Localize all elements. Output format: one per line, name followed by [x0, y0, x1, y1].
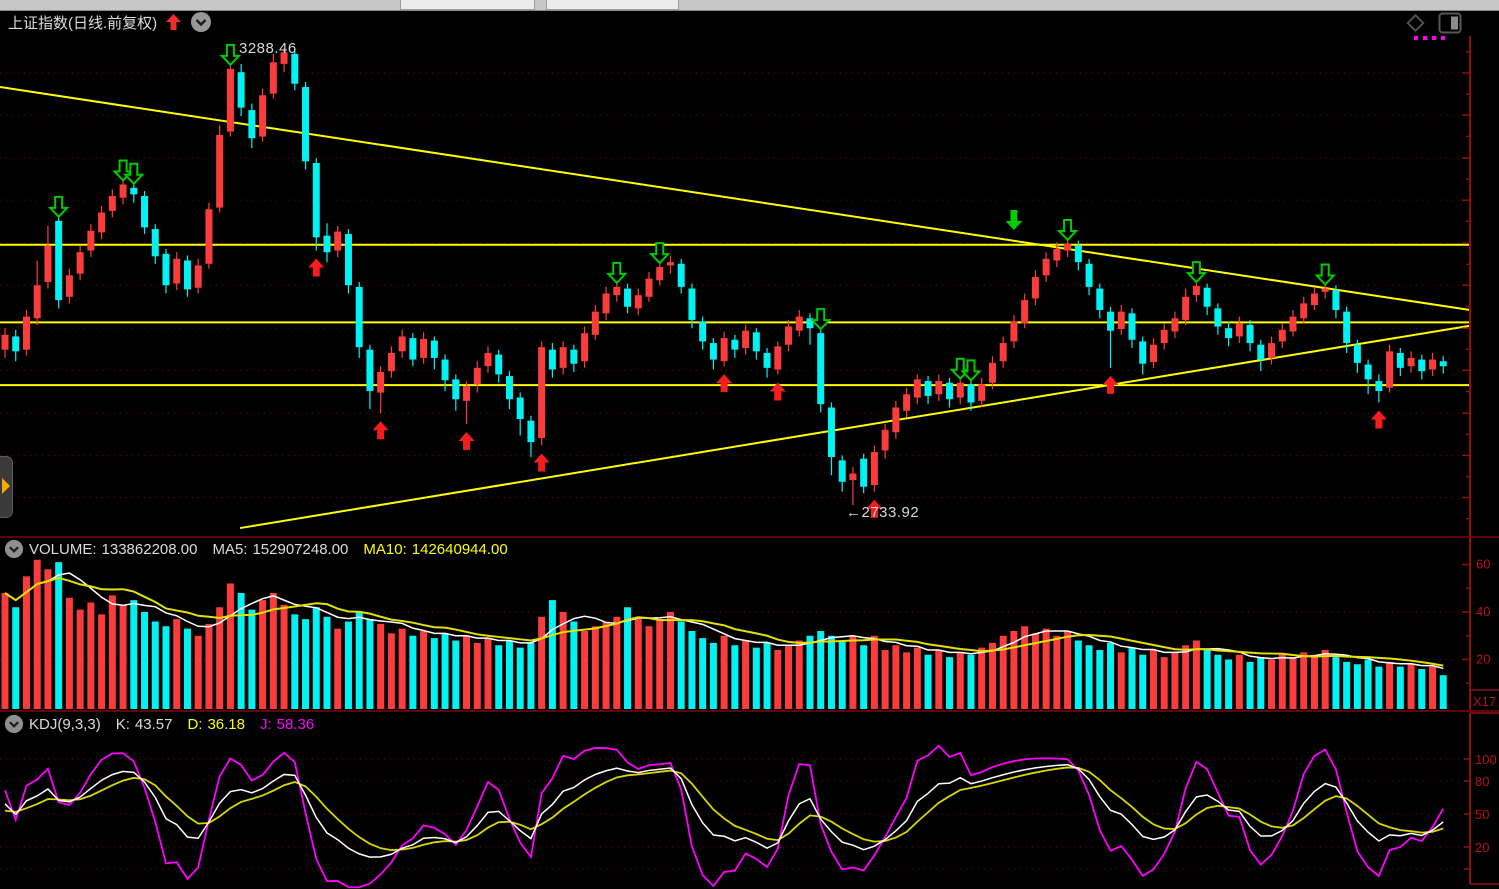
collapse-kdj-panel-icon[interactable] — [4, 714, 24, 734]
kdj-k-value: 43.57 — [134, 715, 173, 733]
panel-layout-icon[interactable] — [1438, 12, 1462, 34]
top-toolbar-strip — [0, 0, 1499, 11]
buy-arrow-marker — [866, 499, 883, 518]
volume-ma-lines — [4, 572, 1444, 670]
svg-text:50: 50 — [1475, 807, 1489, 822]
page-title: 上证指数(日线.前复权) — [8, 14, 158, 32]
buy-arrow-marker — [533, 453, 550, 472]
volume-ma10-label: MA10: — [363, 540, 407, 558]
chart-toolbar-icons — [1403, 11, 1462, 35]
svg-text:20: 20 — [1475, 840, 1489, 855]
svg-text:80: 80 — [1475, 774, 1489, 789]
sell-arrow-marker — [1185, 261, 1208, 284]
chart-title-bar: 上证指数(日线.前复权) — [8, 11, 212, 33]
sell-arrow-marker — [122, 162, 145, 186]
volume-ma5-value: 152907248.00 — [252, 540, 349, 558]
collapse-volume-panel-icon[interactable] — [4, 539, 24, 559]
kdj-name: KDJ(9,3,3) — [29, 715, 101, 733]
candles-layer — [1, 47, 1447, 506]
sell-arrow-marker — [47, 195, 70, 219]
trend-up-arrow-icon — [166, 14, 182, 30]
svg-text:40: 40 — [1476, 604, 1490, 619]
volume-bars-layer — [1, 559, 1447, 709]
buy-arrow-marker — [769, 382, 786, 401]
volume-readout-bar: VOLUME: 133862208.00 MA5: 152907248.00 M… — [4, 539, 508, 559]
kdj-axis: 100 80 50 20 — [1464, 712, 1499, 885]
sell-arrow-marker — [1056, 218, 1079, 242]
sell-arrow-marker — [1314, 263, 1337, 287]
svg-text:20: 20 — [1476, 652, 1490, 667]
kdj-d-value: 36.18 — [207, 715, 245, 733]
kdj-k-label: K: — [115, 715, 130, 733]
sell-arrow-marker — [809, 308, 832, 331]
panel-dividers — [0, 536, 1499, 712]
volume-value: 133862208.00 — [101, 540, 198, 558]
kdj-j-label: J: — [259, 715, 272, 733]
expand-arrow-icon — [2, 478, 10, 494]
buy-arrow-marker — [372, 421, 389, 440]
sell-arrow-marker — [648, 242, 671, 265]
sell-arrow-marker — [219, 43, 242, 67]
volume-ma5-label: MA5: — [212, 540, 248, 558]
svg-text:100: 100 — [1475, 752, 1497, 767]
svg-text:X17: X17 — [1473, 694, 1496, 709]
sell-arrow-marker — [605, 261, 628, 285]
kdj-readout-bar: KDJ(9,3,3) K: 43.57 D: 36.18 J: 58.36 — [4, 714, 314, 734]
sell-arrow-solid-marker — [1005, 210, 1023, 230]
price-axis — [1462, 36, 1471, 537]
sell-arrow-marker — [960, 359, 982, 382]
trough-price-label: ←2733.92 — [846, 504, 920, 521]
volume-ma10-value: 142640944.00 — [411, 540, 508, 558]
volume-label: VOLUME: — [29, 540, 97, 558]
diamond-tool-icon[interactable] — [1403, 11, 1428, 35]
toolbar-button[interactable] — [546, 0, 679, 10]
peak-price-label: 3288.46 — [239, 40, 297, 57]
magenta-dots-indicator — [1414, 36, 1445, 40]
gridlines-layer — [0, 72, 1470, 870]
buy-arrow-marker — [458, 431, 475, 450]
signal-markers-layer — [47, 43, 1387, 518]
sidebar-expand-handle[interactable] — [0, 456, 13, 518]
trendlines-layer — [0, 86, 1471, 530]
buy-arrow-marker — [1370, 410, 1387, 429]
kdj-j-value: 58.36 — [276, 715, 315, 733]
volume-axis: 60 40 20 X17 — [1462, 537, 1499, 711]
toolbar-button[interactable] — [400, 0, 535, 10]
buy-arrow-marker — [1102, 375, 1119, 394]
kdj-d-label: D: — [187, 715, 203, 733]
kdj-lines-layer — [4, 744, 1445, 889]
buy-arrow-marker — [716, 374, 733, 393]
buy-arrow-marker — [308, 258, 325, 277]
collapse-main-chart-icon[interactable] — [190, 11, 212, 33]
svg-text:60: 60 — [1476, 557, 1490, 572]
